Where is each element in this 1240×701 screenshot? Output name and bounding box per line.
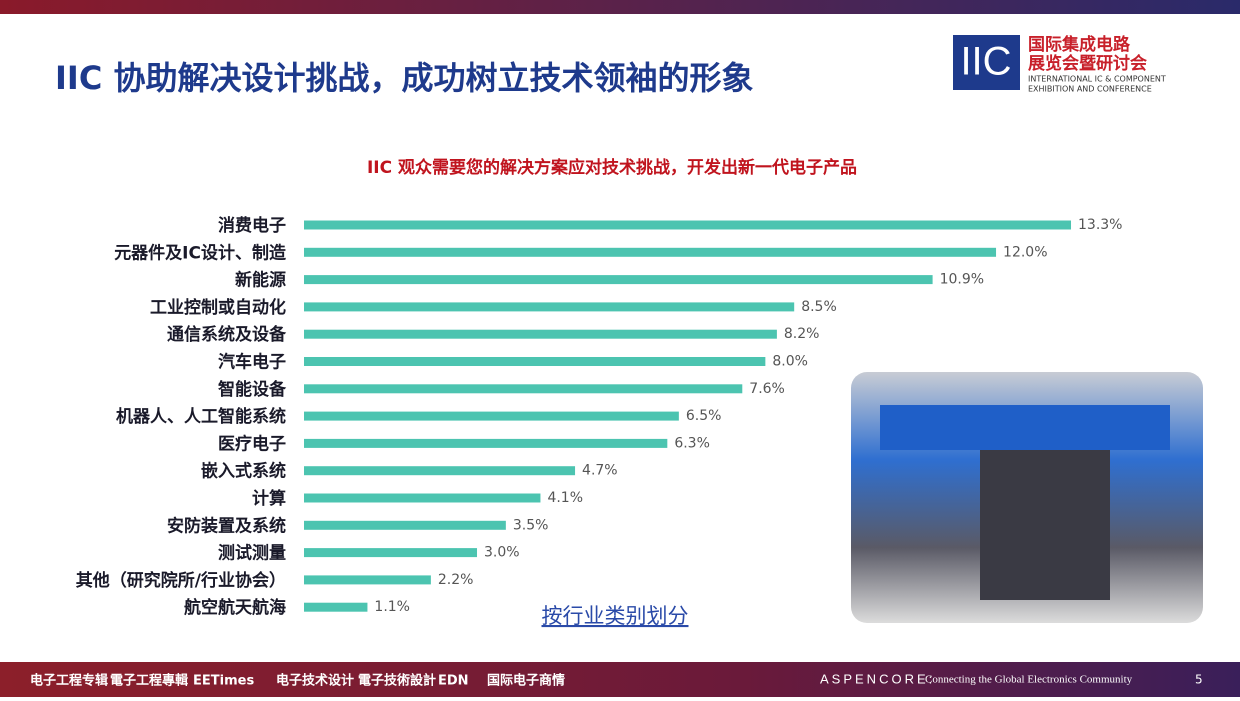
- tagline: Connecting the Global Electronics Commun…: [925, 674, 1133, 686]
- category-label: 航空航天航海: [184, 597, 286, 618]
- category-label: 医疗电子: [218, 433, 286, 454]
- company: ASPENCORE:: [820, 671, 935, 686]
- photo-door: [980, 450, 1110, 600]
- logo-name: 国际集成电路: [1028, 34, 1131, 55]
- value-label: 3.5%: [513, 517, 549, 533]
- value-label: 8.5%: [801, 299, 837, 315]
- logo-box: [953, 35, 1020, 90]
- value-label: 7.6%: [749, 381, 785, 397]
- category-label: 元器件及IC设计、制造: [114, 242, 287, 263]
- footer-brand: 电子技术设计: [276, 673, 354, 689]
- annotation: 按行业类别划分: [542, 604, 689, 628]
- value-label: 13.3%: [1078, 217, 1122, 233]
- value-label: 3.0%: [484, 545, 520, 561]
- value-label: 8.0%: [772, 354, 808, 370]
- category-label: 测试测量: [218, 543, 286, 564]
- category-label: 工业控制或自动化: [150, 297, 286, 318]
- bar: [304, 548, 478, 558]
- bar: [304, 493, 541, 503]
- bar: [304, 275, 933, 285]
- bar: [304, 247, 997, 257]
- footer-brand: 电子工程专辑: [30, 673, 108, 689]
- value-label: 4.7%: [582, 463, 618, 479]
- bar: [304, 384, 743, 394]
- value-label: 4.1%: [547, 490, 583, 506]
- category-label: 消费电子: [218, 215, 286, 236]
- chart-title: IIC 观众需要您的解决方案应对技术挑战，开发出新一代电子产品: [367, 157, 857, 178]
- logo-name: 展览会暨研讨会: [1028, 53, 1147, 74]
- footer-brand: 電子技術設計: [358, 673, 436, 689]
- bar: [304, 575, 431, 585]
- bar: [304, 302, 795, 312]
- footer-brand: EETimes: [193, 674, 254, 689]
- value-label: 8.2%: [784, 326, 820, 342]
- bar: [304, 466, 576, 476]
- category-label: 汽车电子: [218, 352, 286, 373]
- logo-mark: IIC: [960, 40, 1011, 84]
- footer-brand: 電子工程專輯: [110, 673, 188, 689]
- footer-band: [0, 662, 1240, 697]
- category-label: 新能源: [235, 270, 286, 291]
- category-label: 智能设备: [218, 379, 287, 400]
- value-label: 6.5%: [686, 408, 722, 424]
- value-label: 2.2%: [438, 572, 474, 588]
- logo-en: INTERNATIONAL IC & COMPONENT: [1028, 75, 1166, 84]
- top-band: [0, 0, 1240, 14]
- bar: [304, 602, 368, 612]
- value-label: 10.9%: [940, 272, 984, 288]
- bar: [304, 411, 679, 421]
- category-label: 其他（研究院所/行业协会）: [76, 570, 286, 591]
- value-label: 1.1%: [374, 599, 410, 615]
- bar: [304, 220, 1072, 230]
- footer-brand: EDN: [438, 674, 469, 689]
- value-label: 12.0%: [1003, 244, 1047, 260]
- logo-en: EXHIBITION AND CONFERENCE: [1028, 85, 1152, 94]
- category-label: 计算: [252, 488, 286, 509]
- page-number: 5: [1195, 673, 1203, 687]
- value-label: 6.3%: [674, 435, 710, 451]
- category-label: 通信系统及设备: [167, 324, 287, 345]
- slide-title: IIC 协助解决设计挑战，成功树立技术领袖的形象: [55, 59, 753, 97]
- photo-gate: [880, 405, 1170, 450]
- footer-brand: 国际电子商情: [487, 673, 565, 689]
- category-label: 机器人、人工智能系统: [116, 406, 286, 427]
- photo: [851, 372, 1203, 623]
- bar: [304, 329, 777, 339]
- bar: [304, 520, 506, 530]
- category-label: 安防装置及系统: [167, 515, 286, 536]
- category-label: 嵌入式系统: [201, 461, 286, 482]
- bar: [304, 357, 766, 366]
- bar: [304, 438, 668, 448]
